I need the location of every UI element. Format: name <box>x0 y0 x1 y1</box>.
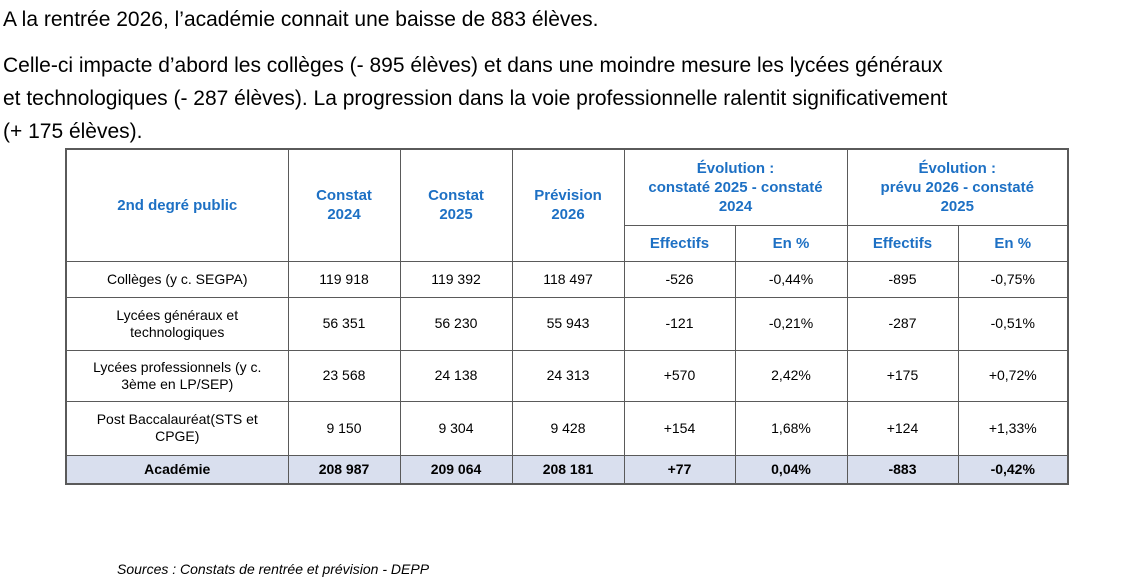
row-label: Lycées professionnels (y c. 3ème en LP/S… <box>65 349 289 402</box>
subheader-effectifs-1: Effectifs <box>623 224 736 262</box>
table-row-post-baccalaureat: Post Baccalauréat(STS et CPGE) 9 150 9 3… <box>65 400 1069 456</box>
cell-ev1-effectifs: +77 <box>623 454 736 485</box>
corner-header-cell: 2nd degré public <box>65 148 289 262</box>
cell-ev1-effectifs: +570 <box>623 349 736 402</box>
header-prevision-2026: Prévision 2026 <box>511 148 625 262</box>
subheader-pct-2: En % <box>957 224 1069 262</box>
cell-ev2-effectifs: -895 <box>846 260 959 298</box>
intro-paragraph-2: Celle-ci impacte d’abord les collèges (-… <box>3 54 948 143</box>
cell-constat-2024: 119 918 <box>287 260 401 298</box>
intro-text-block: A la rentrée 2026, l’académie connait un… <box>0 3 1129 148</box>
header-constat-2024: Constat 2024 <box>287 148 401 262</box>
cell-ev2-pct: +0,72% <box>957 349 1069 402</box>
cell-constat-2024: 23 568 <box>287 349 401 402</box>
cell-constat-2025: 209 064 <box>399 454 513 485</box>
cell-ev2-effectifs: -287 <box>846 296 959 351</box>
cell-ev2-effectifs: -883 <box>846 454 959 485</box>
cell-ev1-effectifs: -526 <box>623 260 736 298</box>
table-header-row-sub: Effectifs En % Effectifs En % <box>66 224 1069 262</box>
row-label: Post Baccalauréat(STS et CPGE) <box>65 400 289 456</box>
cell-constat-2025: 119 392 <box>399 260 513 298</box>
table-row-academie-total: Académie 208 987 209 064 208 181 +77 0,0… <box>65 454 1069 485</box>
cell-constat-2024: 208 987 <box>287 454 401 485</box>
cell-constat-2025: 24 138 <box>399 349 513 402</box>
subheader-effectifs-2: Effectifs <box>846 224 959 262</box>
cell-prevision-2026: 9 428 <box>511 400 625 456</box>
subheader-pct-1: En % <box>734 224 848 262</box>
cell-ev1-effectifs: +154 <box>623 400 736 456</box>
header-evolution-2025-2024: Évolution : constaté 2025 - constaté 202… <box>623 148 848 226</box>
cell-ev2-pct: -0,51% <box>957 296 1069 351</box>
row-label: Académie <box>65 454 289 485</box>
cell-prevision-2026: 118 497 <box>511 260 625 298</box>
table-row-lycees-professionnels: Lycées professionnels (y c. 3ème en LP/S… <box>65 349 1069 402</box>
source-note: Sources : Constats de rentrée et prévisi… <box>117 561 430 577</box>
header-constat-2025: Constat 2025 <box>399 148 513 262</box>
cell-ev1-effectifs: -121 <box>623 296 736 351</box>
cell-constat-2025: 9 304 <box>399 400 513 456</box>
row-label: Collèges (y c. SEGPA) <box>65 260 289 298</box>
cell-ev2-effectifs: +124 <box>846 400 959 456</box>
cell-ev1-pct: 0,04% <box>734 454 848 485</box>
cell-ev1-pct: -0,21% <box>734 296 848 351</box>
cell-ev2-effectifs: +175 <box>846 349 959 402</box>
intro-paragraph-1: A la rentrée 2026, l’académie connait un… <box>3 8 599 31</box>
cell-prevision-2026: 24 313 <box>511 349 625 402</box>
cell-constat-2025: 56 230 <box>399 296 513 351</box>
cell-ev2-pct: -0,75% <box>957 260 1069 298</box>
header-evolution-2026-2025: Évolution : prévu 2026 - constaté 2025 <box>846 148 1069 226</box>
table-header-row-main: 2nd degré public Constat 2024 Constat 20… <box>65 148 1069 262</box>
cell-ev1-pct: 2,42% <box>734 349 848 402</box>
cell-ev2-pct: +1,33% <box>957 400 1069 456</box>
cell-constat-2024: 9 150 <box>287 400 401 456</box>
cell-prevision-2026: 208 181 <box>511 454 625 485</box>
cell-prevision-2026: 55 943 <box>511 296 625 351</box>
enrollment-table: 2nd degré public Constat 2024 Constat 20… <box>65 148 1069 485</box>
cell-ev2-pct: -0,42% <box>957 454 1069 485</box>
cell-ev1-pct: -0,44% <box>734 260 848 298</box>
cell-constat-2024: 56 351 <box>287 296 401 351</box>
table-row-lycees-generaux: Lycées généraux et technologiques 56 351… <box>65 296 1069 351</box>
table-row-colleges: Collèges (y c. SEGPA) 119 918 119 392 11… <box>65 260 1069 298</box>
row-label: Lycées généraux et technologiques <box>65 296 289 351</box>
cell-ev1-pct: 1,68% <box>734 400 848 456</box>
